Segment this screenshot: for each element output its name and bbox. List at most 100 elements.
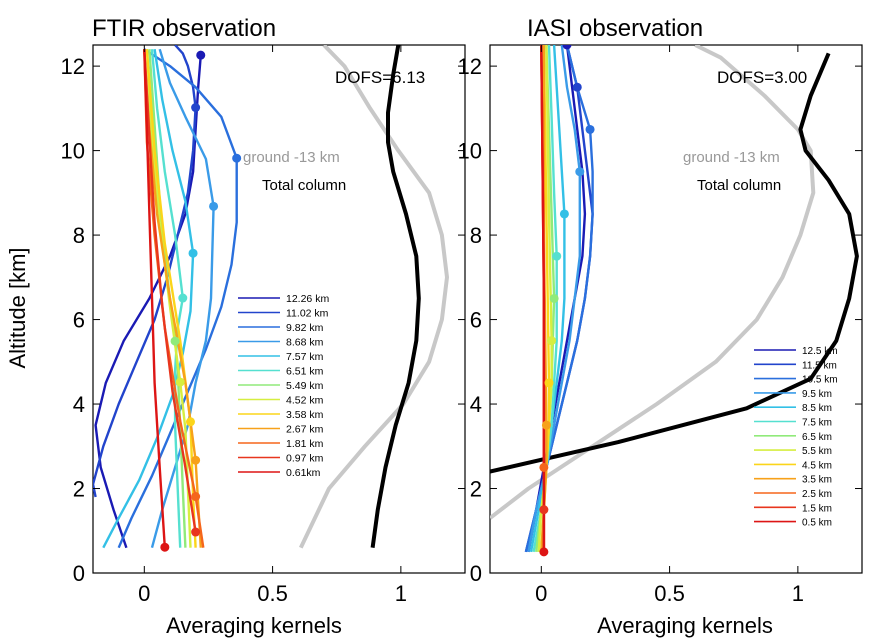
- y-tick-label: 4: [73, 392, 85, 417]
- kernel-marker-8: [185, 417, 195, 427]
- kernel-marker-8: [544, 378, 554, 388]
- series-layer: [93, 45, 449, 552]
- kernel-marker-7: [175, 377, 185, 387]
- legend-label: 8.5 km: [802, 403, 832, 414]
- y-axis-label: Altitude [km]: [5, 247, 30, 368]
- kernel-line-2: [117, 48, 238, 549]
- series-layer: [490, 45, 859, 557]
- kernel-marker-3: [209, 201, 219, 211]
- kernel-line-12: [143, 49, 166, 548]
- kernel-line-11: [143, 49, 197, 533]
- kernel-marker-0: [196, 50, 206, 60]
- ground-annotation: ground -13 km: [243, 149, 340, 166]
- y-tick-label: 8: [73, 223, 85, 248]
- y-tick-label: 6: [470, 308, 482, 333]
- chart-title: IASI observation: [527, 15, 703, 42]
- ground-column-line: [490, 45, 816, 520]
- ground-annotation: ground -13 km: [683, 149, 780, 166]
- y-tick-label: 0: [73, 561, 85, 586]
- kernel-marker-2: [585, 124, 595, 134]
- legend-label: 3.5 km: [802, 475, 832, 486]
- y-tick-label: 12: [458, 54, 482, 79]
- total-column-annotation: Total column: [697, 177, 781, 194]
- kernel-marker-6: [549, 293, 559, 303]
- y-tick-label: 10: [61, 139, 85, 164]
- ground-column-line: [298, 45, 449, 549]
- kernel-marker-9: [191, 455, 201, 465]
- y-tick-label: 4: [470, 392, 482, 417]
- legend-label: 9.82 km: [286, 322, 324, 334]
- kernel-line-1: [93, 45, 197, 498]
- x-tick-label: 0: [138, 581, 150, 606]
- kernel-line-0: [527, 45, 587, 553]
- y-tick-label: 8: [470, 223, 482, 248]
- legend-label: 4.5 km: [802, 460, 832, 471]
- kernel-line-5: [150, 49, 184, 548]
- kernel-marker-11: [539, 505, 549, 515]
- legend-label: 9.5 km: [802, 389, 832, 400]
- kernel-line-7: [537, 45, 553, 552]
- y-tick-label: 12: [61, 54, 85, 79]
- legend: 12.5 km 11.5 km 10.5 km 9.5 km 8.5 km 7.5 km 6…: [754, 346, 838, 529]
- y-tick-label: 0: [470, 561, 482, 586]
- legend-label: 7.5 km: [802, 418, 832, 429]
- x-tick-label: 0: [535, 581, 547, 606]
- legend-label: 4.52 km: [286, 395, 324, 407]
- legend-label: 12.5 km: [802, 346, 838, 357]
- legend-label: 10.5 km: [802, 375, 838, 386]
- kernel-marker-10: [539, 462, 549, 472]
- kernel-marker-1: [572, 82, 582, 92]
- legend-label: 5.49 km: [286, 380, 324, 392]
- legend-label: 12.26 km: [286, 293, 329, 305]
- x-tick-label: 1: [395, 581, 407, 606]
- kernel-marker-4: [188, 248, 198, 258]
- x-tick-label: 0.5: [257, 581, 288, 606]
- kernel-marker-9: [541, 420, 551, 430]
- kernel-marker-11: [191, 527, 201, 537]
- total-column-annotation: Total column: [262, 177, 346, 194]
- legend-label: 0.61km: [286, 467, 321, 479]
- y-tick-label: 2: [470, 477, 482, 502]
- legend-label: 1.5 km: [802, 503, 832, 514]
- legend-label: 6.5 km: [802, 432, 832, 443]
- dofs-annotation: DOFS=3.00: [717, 68, 807, 87]
- total-column-line: [490, 52, 859, 474]
- kernel-marker-10: [191, 492, 201, 502]
- legend-label: 0.5 km: [802, 518, 832, 529]
- x-tick-label: 0.5: [654, 581, 685, 606]
- legend: 12.26 km 11.02 km 9.82 km 8.68 km 7.57 km 6.5…: [238, 293, 329, 479]
- legend-label: 2.5 km: [802, 489, 832, 500]
- kernel-marker-0: [562, 45, 572, 50]
- kernel-marker-4: [559, 209, 569, 219]
- chart-title: FTIR observation: [92, 15, 276, 42]
- kernel-marker-7: [547, 336, 557, 346]
- kernel-marker-12: [160, 542, 170, 552]
- x-axis-label: Averaging kernels: [166, 613, 342, 638]
- total-column-line: [370, 45, 421, 548]
- kernel-marker-6: [170, 336, 180, 346]
- legend-label: 7.57 km: [286, 351, 324, 363]
- legend-label: 5.5 km: [802, 446, 832, 457]
- kernel-marker-1: [191, 103, 201, 113]
- dofs-annotation: DOFS=6.13: [335, 68, 425, 87]
- legend-label: 8.68 km: [286, 337, 324, 349]
- kernel-marker-2: [232, 153, 242, 163]
- kernel-line-4: [102, 49, 195, 549]
- legend-label: 11.02 km: [286, 308, 329, 320]
- legend-label: 3.58 km: [286, 409, 324, 421]
- kernel-line-4: [529, 45, 566, 553]
- legend-label: 11.5 km: [802, 360, 837, 371]
- x-axis-label: Averaging kernels: [597, 613, 773, 638]
- legend-label: 1.81 km: [286, 438, 324, 450]
- legend-label: 2.67 km: [286, 424, 324, 436]
- kernel-marker-3: [575, 167, 585, 177]
- y-tick-label: 6: [73, 308, 85, 333]
- y-tick-label: 2: [73, 477, 85, 502]
- kernel-marker-5: [178, 293, 188, 303]
- kernel-marker-12: [539, 547, 549, 557]
- x-tick-label: 1: [792, 581, 804, 606]
